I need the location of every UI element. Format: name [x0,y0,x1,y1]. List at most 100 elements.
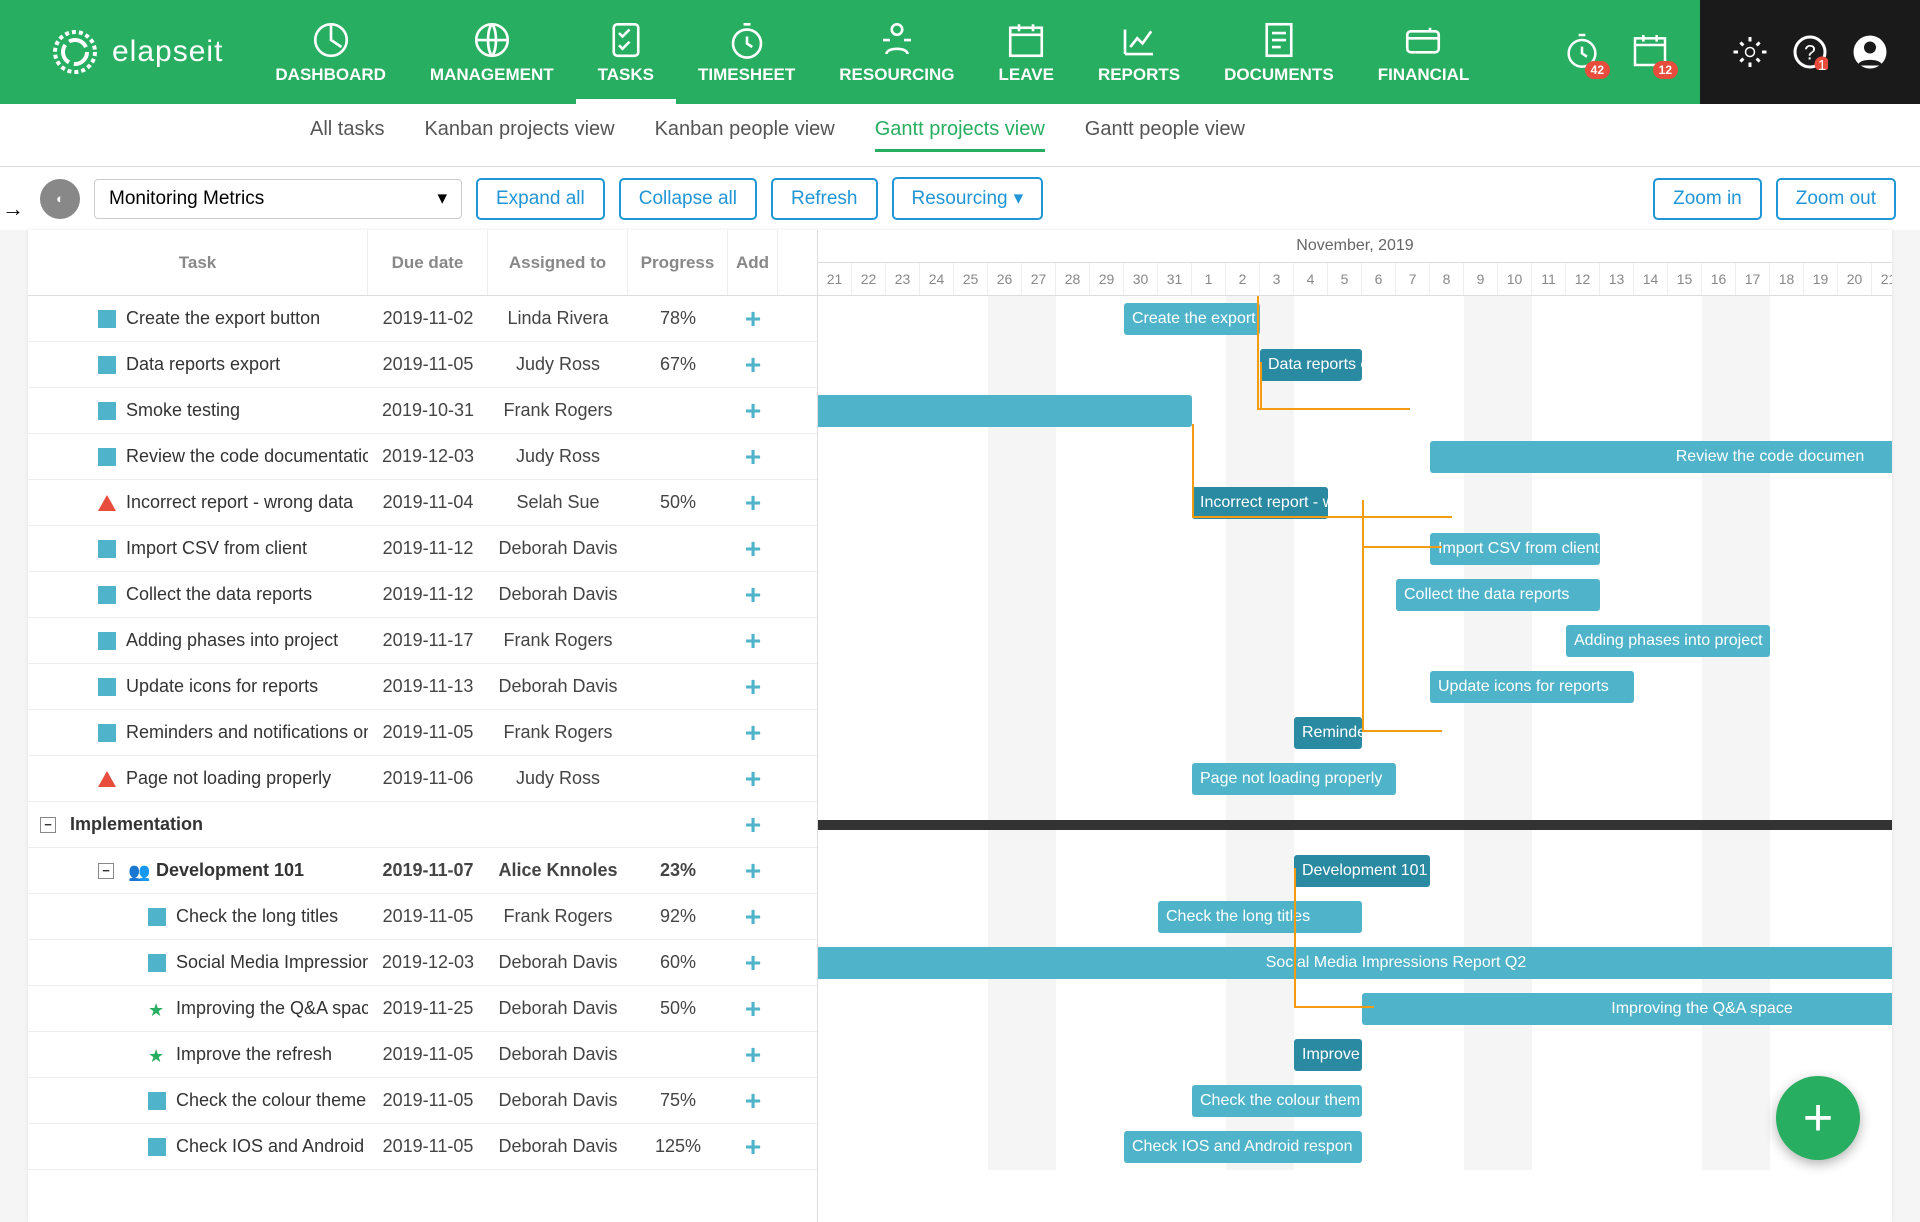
task-row[interactable]: Check the long titles2019-11-05Frank Rog… [28,894,817,940]
gantt-bar[interactable]: Incorrect report - w [1192,487,1328,519]
resourcing-button[interactable]: Resourcing ▾ [892,177,1044,220]
gantt-bar[interactable]: Reminde [1294,717,1362,749]
task-add-button[interactable]: + [728,809,778,841]
nav-item-leave[interactable]: LEAVE [977,0,1076,104]
subtab-gantt-people-view[interactable]: Gantt people view [1085,118,1245,152]
gantt-bar[interactable]: Adding phases into project [1566,625,1770,657]
gantt-bar[interactable]: Collect the data reports [1396,579,1600,611]
task-row[interactable]: Adding phases into project2019-11-17Fran… [28,618,817,664]
expand-icon[interactable]: − [40,817,56,833]
task-add-button[interactable]: + [728,303,778,335]
nav-item-management[interactable]: MANAGEMENT [408,0,576,104]
gantt-day: 27 [1022,263,1056,296]
refresh-button[interactable]: Refresh [771,178,878,220]
expand-icon[interactable]: − [98,863,114,879]
gantt-bar[interactable]: Update icons for reports [1430,671,1634,703]
gantt-bar[interactable]: Review the code documen [1430,441,1892,473]
nav-label: REPORTS [1098,65,1180,85]
project-avatar[interactable]: ◐ [40,179,80,219]
gantt-bar[interactable] [818,395,1192,427]
task-add-button[interactable]: + [728,441,778,473]
task-add-button[interactable]: + [728,763,778,795]
zoom-in-button[interactable]: Zoom in [1653,178,1762,220]
task-add-button[interactable]: + [728,579,778,611]
gantt-bar[interactable]: Development 101 [1294,855,1430,887]
task-icon [98,402,116,420]
user-icon[interactable] [1852,34,1888,70]
calendar-icon[interactable]: 12 [1630,30,1670,75]
task-row[interactable]: ★Improve the refresh2019-11-05Deborah Da… [28,1032,817,1078]
subtab-gantt-projects-view[interactable]: Gantt projects view [875,118,1045,152]
nav-item-documents[interactable]: DOCUMENTS [1202,0,1356,104]
task-row[interactable]: Check the colour theme2019-11-05Deborah … [28,1078,817,1124]
task-row[interactable]: Import CSV from client2019-11-12Deborah … [28,526,817,572]
task-add-button[interactable]: + [728,671,778,703]
task-add-button[interactable]: + [728,395,778,427]
gantt-bar[interactable]: Check the long titles [1158,901,1362,933]
task-row[interactable]: −👥Development 1012019-11-07Alice Knnoles… [28,848,817,894]
task-add-button[interactable]: + [728,947,778,979]
task-add-button[interactable]: + [728,1131,778,1163]
nav-item-timesheet[interactable]: TIMESHEET [676,0,817,104]
project-select[interactable]: Monitoring Metrics ▾ [94,179,462,219]
nav-item-reports[interactable]: REPORTS [1076,0,1202,104]
task-add-button[interactable]: + [728,1039,778,1071]
task-assigned: Deborah Davis [488,538,628,559]
task-row[interactable]: Update icons for reports2019-11-13Debora… [28,664,817,710]
task-row[interactable]: Smoke testing2019-10-31Frank Rogers+ [28,388,817,434]
subtab-kanban-people-view[interactable]: Kanban people view [655,118,835,152]
nav-item-dashboard[interactable]: DASHBOARD [253,0,408,104]
nav-item-financial[interactable]: FINANCIAL [1356,0,1492,104]
task-row[interactable]: Page not loading properly2019-11-06Judy … [28,756,817,802]
task-add-button[interactable]: + [728,349,778,381]
expand-all-button[interactable]: Expand all [476,178,605,220]
task-add-button[interactable]: + [728,993,778,1025]
subtab-all-tasks[interactable]: All tasks [310,118,384,152]
task-add-button[interactable]: + [728,901,778,933]
task-add-button[interactable]: + [728,533,778,565]
gantt-bar[interactable]: Create the export [1124,303,1260,335]
add-fab[interactable]: + [1776,1076,1860,1160]
task-add-button[interactable]: + [728,625,778,657]
task-row[interactable]: −Implementation+ [28,802,817,848]
gantt-bar[interactable]: Page not loading properly [1192,763,1396,795]
task-row[interactable]: ★Improving the Q&A space2019-11-25Debora… [28,986,817,1032]
gantt-day: 4 [1294,263,1328,296]
gantt-body[interactable]: Create the exportData reports e Review th… [818,296,1892,1170]
task-row[interactable]: Incorrect report - wrong data2019-11-04S… [28,480,817,526]
task-row[interactable]: Review the code documentation2019-12-03J… [28,434,817,480]
zoom-out-button[interactable]: Zoom out [1776,178,1896,220]
gantt-bar[interactable]: Check the colour them [1192,1085,1362,1117]
gantt-bar[interactable]: Social Media Impressions Report Q2 [818,947,1892,979]
gantt-group-bar[interactable] [818,820,1892,830]
task-due: 2019-11-25 [368,998,488,1019]
task-row[interactable]: Check IOS and Android resp2019-11-05Debo… [28,1124,817,1170]
svg-text:1: 1 [1818,57,1826,70]
nav-item-tasks[interactable]: TASKS [576,0,676,104]
task-row[interactable]: Create the export button2019-11-02Linda … [28,296,817,342]
gantt-bar[interactable]: Improve t [1294,1039,1362,1071]
task-row[interactable]: Collect the data reports2019-11-12Debora… [28,572,817,618]
task-add-button[interactable]: + [728,487,778,519]
subtab-kanban-projects-view[interactable]: Kanban projects view [424,118,614,152]
task-add-button[interactable]: + [728,855,778,887]
gear-icon[interactable] [1732,34,1768,70]
collapse-arrow-icon[interactable]: → [2,196,24,222]
gantt-bar[interactable]: Check IOS and Android respon [1124,1131,1362,1163]
help-icon[interactable]: ?1 [1792,34,1828,70]
task-assigned: Frank Rogers [488,400,628,421]
gantt-panel: November, 2019 2122232425262728293031123… [818,230,1892,1222]
gantt-day: 21 [1872,263,1892,296]
gantt-bar[interactable]: Data reports e [1260,349,1362,381]
collapse-all-button[interactable]: Collapse all [619,178,757,220]
task-row[interactable]: Social Media Impressions Re2019-12-03Deb… [28,940,817,986]
logo[interactable]: elapseit [0,0,253,104]
gantt-bar[interactable]: Improving the Q&A space [1362,993,1892,1025]
timer-icon[interactable]: 42 [1562,30,1602,75]
nav-item-resourcing[interactable]: RESOURCING [817,0,976,104]
task-row[interactable]: Data reports export2019-11-05Judy Ross67… [28,342,817,388]
gantt-bar[interactable]: Import CSV from client [1430,533,1600,565]
task-add-button[interactable]: + [728,1085,778,1117]
task-add-button[interactable]: + [728,717,778,749]
task-row[interactable]: Reminders and notifications on en2019-11… [28,710,817,756]
